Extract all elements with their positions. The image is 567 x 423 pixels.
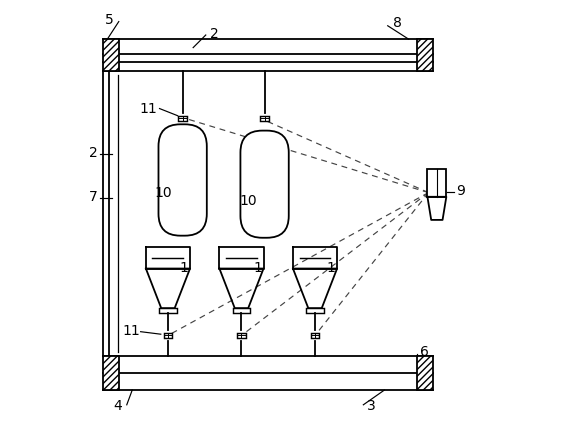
FancyBboxPatch shape [240,131,289,238]
Bar [232,308,250,313]
Bar [103,357,119,390]
Bar [417,39,433,71]
Text: 9: 9 [456,184,466,198]
Text: 1: 1 [327,261,336,275]
Text: 10: 10 [239,194,257,208]
Text: 11: 11 [122,324,140,338]
Bar [306,308,324,313]
Text: 5: 5 [105,13,113,27]
Bar [103,39,119,71]
FancyBboxPatch shape [159,124,207,236]
Text: 8: 8 [392,16,401,30]
Bar [159,308,177,313]
Text: 6: 6 [420,345,429,359]
Text: 1: 1 [253,261,262,275]
Text: 4: 4 [113,398,122,413]
Text: 2: 2 [210,27,218,41]
Text: 3: 3 [367,398,376,413]
Text: 11: 11 [139,102,157,115]
Bar [428,170,446,197]
Bar [178,116,187,121]
Bar [260,116,269,121]
Text: 2: 2 [89,146,98,159]
Bar [237,333,246,338]
Text: 7: 7 [89,190,98,204]
Bar [311,333,319,338]
Text: 10: 10 [155,186,172,200]
Polygon shape [428,197,446,220]
Text: 1: 1 [180,261,188,275]
Bar [417,357,433,390]
Bar [163,333,172,338]
